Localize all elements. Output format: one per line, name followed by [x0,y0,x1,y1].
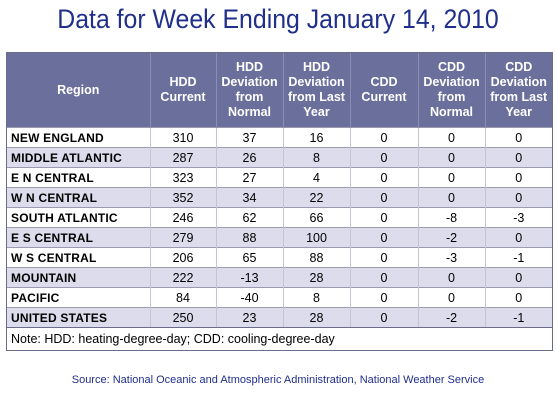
value-cell: 0 [485,167,552,188]
value-cell: -1 [485,307,552,327]
column-header: HDD Deviation from Last Year [283,53,351,128]
table-row: W N CENTRAL 352 34 22 0 0 0 [7,187,552,208]
value-cell: -13 [216,267,284,288]
value-cell: 22 [283,187,351,208]
value-cell: 0 [418,267,486,288]
region-cell: SOUTH ATLANTIC [7,207,151,228]
value-cell: -40 [216,287,284,308]
value-cell: 222 [150,267,217,288]
value-cell: 100 [283,227,351,248]
region-cell: PACIFIC [7,287,151,308]
value-cell: -3 [418,247,486,268]
value-cell: 0 [418,187,486,208]
value-cell: 0 [485,267,552,288]
value-cell: 65 [216,247,284,268]
value-cell: 0 [350,187,419,208]
value-cell: 27 [216,167,284,188]
region-cell: W S CENTRAL [7,247,151,268]
table-row: SOUTH ATLANTIC 246 62 66 0 -8 -3 [7,207,552,228]
value-cell: -1 [485,247,552,268]
value-cell: 206 [150,247,217,268]
value-cell: 0 [350,307,419,327]
region-cell: W N CENTRAL [7,187,151,208]
value-cell: 0 [485,287,552,308]
value-cell: 0 [350,147,419,168]
table-row: E S CENTRAL 279 88 100 0 -2 0 [7,227,552,248]
column-header: HDD Deviation from Normal [216,53,284,128]
table-row: E N CENTRAL 323 27 4 0 0 0 [7,167,552,188]
value-cell: 8 [283,287,351,308]
column-header: CDD Deviation from Normal [418,53,486,128]
region-cell: MOUNTAIN [7,267,151,288]
value-cell: 0 [418,147,486,168]
column-header: HDD Current [150,53,217,128]
source-citation: Source: National Oceanic and Atmospheric… [71,374,485,386]
value-cell: 287 [150,147,217,168]
value-cell: 66 [283,207,351,228]
value-cell: 0 [350,247,419,268]
value-cell: 88 [216,227,284,248]
value-cell: 4 [283,167,351,188]
column-header: CDD Current [350,53,419,128]
value-cell: 0 [350,287,419,308]
value-cell: -2 [418,307,486,327]
value-cell: 310 [150,127,217,148]
value-cell: 0 [350,227,419,248]
value-cell: 0 [350,207,419,228]
table-row: W S CENTRAL 206 65 88 0 -3 -1 [7,247,552,268]
value-cell: 62 [216,207,284,228]
table-note: Note: HDD: heating-degree-day; CDD: cool… [7,327,552,350]
table-row: MIDDLE ATLANTIC 287 26 8 0 0 0 [7,147,552,168]
value-cell: 88 [283,247,351,268]
value-cell: 0 [418,167,486,188]
value-cell: -3 [485,207,552,228]
value-cell: 0 [485,227,552,248]
page-title: Data for Week Ending January 14, 2010 [57,4,499,34]
region-cell: NEW ENGLAND [7,127,151,148]
data-table-container: Region HDD Current HDD Deviation from Norm… [6,52,553,351]
value-cell: 84 [150,287,217,308]
data-table: Region HDD Current HDD Deviation from Norm… [7,53,552,327]
region-cell: E N CENTRAL [7,167,151,188]
value-cell: 246 [150,207,217,228]
value-cell: 0 [350,167,419,188]
value-cell: 8 [283,147,351,168]
value-cell: 0 [485,127,552,148]
value-cell: 0 [418,127,486,148]
table-header-row: Region HDD Current HDD Deviation from Norm… [7,53,552,128]
table-row: NEW ENGLAND 310 37 16 0 0 0 [7,127,552,148]
value-cell: 34 [216,187,284,208]
value-cell: 23 [216,307,284,327]
value-cell: 352 [150,187,217,208]
value-cell: 0 [350,267,419,288]
table-row: MOUNTAIN 222 -13 28 0 0 0 [7,267,552,288]
table-row: UNITED STATES 250 23 28 0 -2 -1 [7,307,552,327]
column-header: Region [7,53,151,128]
value-cell: 250 [150,307,217,327]
table-row: PACIFIC 84 -40 8 0 0 0 [7,287,552,308]
table-body: NEW ENGLAND 310 37 16 0 0 0 MIDDLE ATLANTIC 287 2… [7,127,552,327]
region-cell: MIDDLE ATLANTIC [7,147,151,168]
value-cell: 28 [283,267,351,288]
value-cell: 28 [283,307,351,327]
value-cell: -2 [418,227,486,248]
value-cell: -8 [418,207,486,228]
value-cell: 0 [485,147,552,168]
value-cell: 0 [418,287,486,308]
value-cell: 37 [216,127,284,148]
column-header: CDD Deviation from Last Year [485,53,552,128]
value-cell: 279 [150,227,217,248]
value-cell: 323 [150,167,217,188]
value-cell: 16 [283,127,351,148]
region-cell: UNITED STATES [7,307,151,327]
value-cell: 26 [216,147,284,168]
value-cell: 0 [350,127,419,148]
value-cell: 0 [485,187,552,208]
region-cell: E S CENTRAL [7,227,151,248]
